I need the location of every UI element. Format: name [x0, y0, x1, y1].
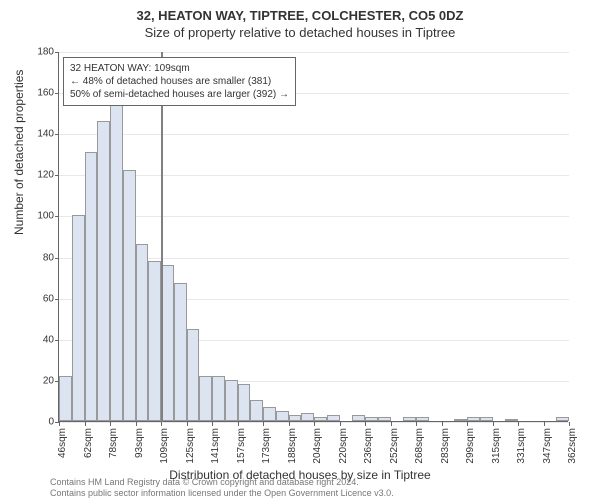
- x-tick-label: 109sqm: [159, 428, 170, 468]
- histogram-bar: [467, 417, 480, 421]
- histogram-bar: [403, 417, 416, 421]
- footer-attribution: Contains HM Land Registry data © Crown c…: [50, 477, 394, 498]
- annotation-line2: ← 48% of detached houses are smaller (38…: [70, 75, 289, 88]
- plot-area: 02040608010012014016018046sqm62sqm78sqm9…: [58, 52, 568, 422]
- y-tick-label: 100: [37, 211, 54, 222]
- histogram-bar: [365, 417, 378, 421]
- y-tick-label: 120: [37, 170, 54, 181]
- x-tick-label: 204sqm: [312, 428, 323, 468]
- chart-title-address: 32, HEATON WAY, TIPTREE, COLCHESTER, CO5…: [0, 0, 600, 23]
- x-tick-label: 236sqm: [363, 428, 374, 468]
- histogram-bar: [505, 419, 518, 421]
- histogram-bar: [199, 376, 212, 421]
- footer-line1: Contains HM Land Registry data © Crown c…: [50, 477, 394, 487]
- histogram-bar: [123, 170, 136, 421]
- chart-subtitle: Size of property relative to detached ho…: [0, 23, 600, 40]
- histogram-bar: [238, 384, 251, 421]
- histogram-bar: [289, 415, 302, 421]
- histogram-bar: [314, 417, 327, 421]
- histogram-bar: [263, 407, 276, 421]
- x-tick-label: 173sqm: [261, 428, 272, 468]
- histogram-bar: [454, 419, 467, 421]
- x-tick-label: 347sqm: [542, 428, 553, 468]
- histogram-bar: [72, 215, 85, 421]
- annotation-line1: 32 HEATON WAY: 109sqm: [70, 62, 289, 75]
- x-tick-label: 362sqm: [567, 428, 578, 468]
- histogram-bar: [416, 417, 429, 421]
- annotation-box: 32 HEATON WAY: 109sqm ← 48% of detached …: [63, 57, 296, 106]
- histogram-bar: [378, 417, 391, 421]
- chart-container: 32, HEATON WAY, TIPTREE, COLCHESTER, CO5…: [0, 0, 600, 500]
- histogram-bar: [480, 417, 493, 421]
- annotation-line3: 50% of semi-detached houses are larger (…: [70, 88, 289, 101]
- y-tick-label: 0: [48, 417, 54, 428]
- x-tick-label: 331sqm: [516, 428, 527, 468]
- histogram-bar: [136, 244, 149, 421]
- histogram-bar: [250, 400, 263, 421]
- reference-line: [161, 52, 163, 422]
- histogram-bar: [556, 417, 569, 421]
- footer-line2: Contains public sector information licen…: [50, 488, 394, 498]
- histogram-bar: [327, 415, 340, 421]
- y-tick-label: 160: [37, 88, 54, 99]
- x-tick-label: 252sqm: [389, 428, 400, 468]
- y-tick-label: 40: [43, 334, 54, 345]
- y-tick-label: 20: [43, 375, 54, 386]
- histogram-bar: [148, 261, 161, 421]
- histogram-bar: [174, 283, 187, 421]
- histogram-bar: [97, 121, 110, 421]
- histogram-bar: [85, 152, 98, 421]
- x-tick-label: 268sqm: [414, 428, 425, 468]
- x-tick-label: 125sqm: [185, 428, 196, 468]
- histogram-bar: [301, 413, 314, 421]
- x-tick-label: 157sqm: [236, 428, 247, 468]
- x-tick-label: 283sqm: [440, 428, 451, 468]
- histogram-bar: [110, 80, 123, 421]
- y-tick-label: 80: [43, 252, 54, 263]
- x-tick-label: 46sqm: [57, 428, 68, 468]
- x-tick-label: 62sqm: [83, 428, 94, 468]
- x-tick-label: 188sqm: [287, 428, 298, 468]
- histogram-bar: [276, 411, 289, 421]
- histogram-bar: [352, 415, 365, 421]
- x-tick-label: 299sqm: [465, 428, 476, 468]
- y-tick-label: 60: [43, 293, 54, 304]
- x-tick-label: 93sqm: [134, 428, 145, 468]
- y-tick-label: 180: [37, 47, 54, 58]
- x-tick-label: 141sqm: [210, 428, 221, 468]
- histogram-bar: [187, 329, 200, 422]
- y-tick-label: 140: [37, 129, 54, 140]
- x-tick-label: 78sqm: [108, 428, 119, 468]
- x-tick-label: 220sqm: [338, 428, 349, 468]
- histogram-bar: [212, 376, 225, 421]
- x-tick-label: 315sqm: [491, 428, 502, 468]
- histogram-bar: [225, 380, 238, 421]
- y-axis-label: Number of detached properties: [12, 70, 26, 235]
- histogram-bar: [59, 376, 72, 421]
